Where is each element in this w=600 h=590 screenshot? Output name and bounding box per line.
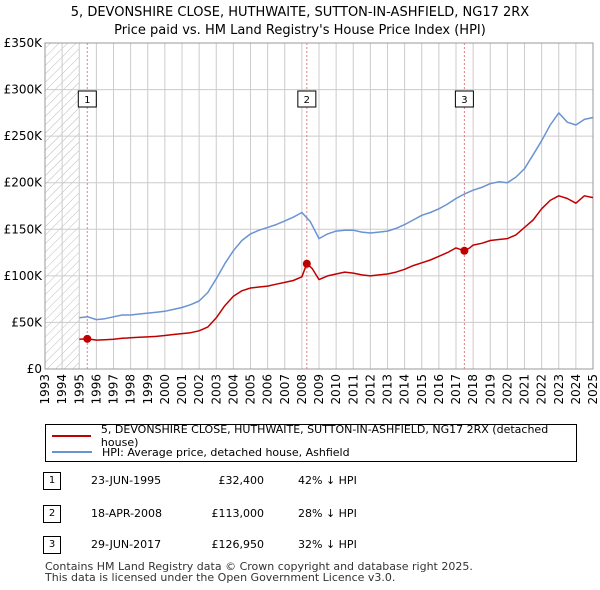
x-tick-label: 1996 bbox=[89, 374, 103, 405]
sale-point bbox=[83, 334, 92, 343]
x-tick-label: 2020 bbox=[500, 374, 514, 405]
y-tick-label: £0 bbox=[27, 362, 42, 376]
sale-marker-label: 2 bbox=[304, 95, 310, 106]
sale-number-badge: 3 bbox=[43, 536, 61, 554]
x-tick-label: 2009 bbox=[312, 374, 326, 405]
x-tick-label: 2000 bbox=[158, 374, 172, 405]
property-price-line bbox=[79, 195, 594, 341]
sale-marker-box bbox=[77, 90, 97, 108]
x-tick-label: 2001 bbox=[175, 374, 189, 405]
sale-row: 1 23-JUN-1995 £32,400 42% ↓ HPI bbox=[43, 472, 583, 492]
sale-number-badge: 2 bbox=[43, 505, 61, 523]
x-tick-label: 2022 bbox=[535, 374, 549, 405]
x-tick-label: 1995 bbox=[72, 374, 86, 405]
x-tick-label: 2002 bbox=[192, 374, 206, 405]
x-tick-label: 2021 bbox=[518, 374, 532, 405]
x-tick-label: 2014 bbox=[398, 374, 412, 405]
sale-date: 18-APR-2008 bbox=[91, 507, 163, 520]
chart-title: 5, DEVONSHIRE CLOSE, HUTHWAITE, SUTTON-I… bbox=[0, 4, 600, 40]
x-tick-label: 1993 bbox=[38, 374, 52, 405]
x-tick-label: 2019 bbox=[483, 374, 497, 405]
title-line-2: Price paid vs. HM Land Registry's House … bbox=[114, 23, 486, 38]
y-tick-label: £100K bbox=[4, 269, 44, 283]
sale-hpi-diff: 32% ↓ HPI bbox=[298, 538, 357, 551]
x-tick-label: 2006 bbox=[261, 374, 275, 405]
sale-marker-label: 3 bbox=[461, 95, 467, 106]
sale-marker-box bbox=[454, 90, 474, 108]
sale-number-badge: 1 bbox=[43, 472, 61, 490]
sale-hpi-diff: 42% ↓ HPI bbox=[298, 474, 357, 487]
x-tick-label: 2010 bbox=[329, 374, 343, 405]
x-tick-label: 1997 bbox=[107, 374, 121, 405]
y-tick-label: £300K bbox=[4, 83, 44, 97]
x-tick-label: 2013 bbox=[381, 374, 395, 405]
property-line-swatch bbox=[52, 435, 91, 437]
hpi-line-swatch bbox=[52, 451, 92, 453]
sale-row: 2 18-APR-2008 £113,000 28% ↓ HPI bbox=[43, 505, 583, 525]
x-tick-label: 2003 bbox=[209, 374, 223, 405]
x-tick-label: 2017 bbox=[449, 374, 463, 405]
footer: Contains HM Land Registry data © Crown c… bbox=[45, 561, 473, 583]
sale-marker-box bbox=[297, 90, 317, 108]
x-tick-label: 2007 bbox=[278, 374, 292, 405]
sale-marker-label: 1 bbox=[84, 95, 90, 106]
price-chart: £0 £50K £100K £150K £200K £250K £300K £350K 1993… bbox=[4, 36, 600, 405]
x-tick-label: 2024 bbox=[569, 374, 583, 405]
footer-copyright: Contains HM Land Registry data © Crown c… bbox=[45, 560, 473, 573]
sale-price: £113,000 bbox=[211, 507, 265, 520]
x-tick-label: 1998 bbox=[124, 374, 138, 405]
x-tick-label: 1994 bbox=[55, 374, 69, 405]
x-tick-label: 2011 bbox=[346, 374, 360, 405]
x-tick-label: 2015 bbox=[415, 374, 429, 405]
legend-property-label: 5, DEVONSHIRE CLOSE, HUTHWAITE, SUTTON-I… bbox=[100, 423, 549, 449]
plot-frame bbox=[44, 42, 594, 370]
x-tick-label: 2005 bbox=[244, 374, 258, 405]
legend-item-hpi: HPI: Average price, detached house, Ashf… bbox=[52, 444, 350, 460]
sale-point bbox=[460, 246, 469, 255]
y-tick-label: £250K bbox=[4, 129, 44, 143]
sale-point bbox=[302, 259, 311, 268]
y-tick-label: £200K bbox=[4, 176, 44, 190]
x-tick-label: 2012 bbox=[363, 374, 377, 405]
sale-date: 23-JUN-1995 bbox=[91, 474, 162, 487]
x-tick-label: 1999 bbox=[141, 374, 155, 405]
sale-price: £32,400 bbox=[218, 474, 265, 487]
x-tick-label: 2008 bbox=[295, 374, 309, 405]
sale-price: £126,950 bbox=[211, 538, 265, 551]
sale-date: 29-JUN-2017 bbox=[91, 538, 162, 551]
x-tick-label: 2016 bbox=[432, 374, 446, 405]
x-tick-label: 2025 bbox=[586, 374, 600, 405]
sale-row: 3 29-JUN-2017 £126,950 32% ↓ HPI bbox=[43, 536, 583, 556]
legend-item-property: 5, DEVONSHIRE CLOSE, HUTHWAITE, SUTTON-I… bbox=[52, 423, 576, 449]
x-tick-label: 2018 bbox=[466, 374, 480, 405]
x-tick-label: 2023 bbox=[552, 374, 566, 405]
x-tick-label: 2004 bbox=[226, 374, 240, 405]
title-line-1: 5, DEVONSHIRE CLOSE, HUTHWAITE, SUTTON-I… bbox=[70, 5, 530, 20]
legend-hpi-label: HPI: Average price, detached house, Ashf… bbox=[102, 445, 350, 459]
y-tick-label: £350K bbox=[4, 36, 44, 50]
y-tick-label: £50K bbox=[11, 315, 43, 329]
legend: 5, DEVONSHIRE CLOSE, HUTHWAITE, SUTTON-I… bbox=[45, 423, 577, 462]
hpi-line bbox=[79, 112, 594, 321]
sale-hpi-diff: 28% ↓ HPI bbox=[298, 507, 357, 520]
footer-licence: This data is licensed under the Open Gov… bbox=[45, 571, 396, 584]
y-tick-label: £150K bbox=[4, 222, 44, 236]
